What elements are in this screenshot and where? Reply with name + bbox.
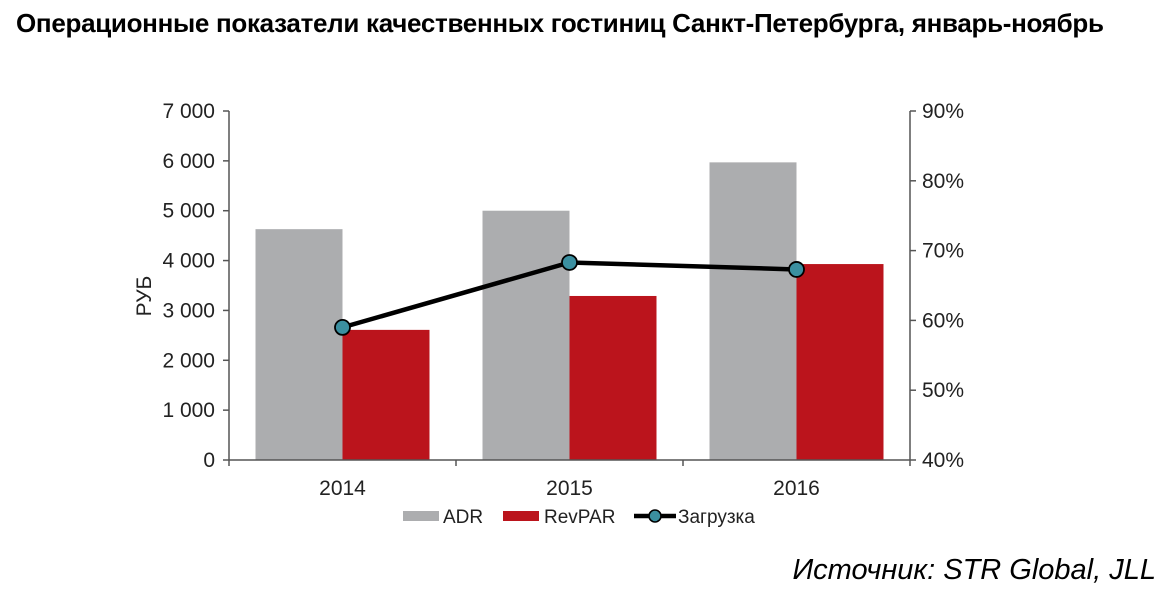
legend: ADR RevPAR Загрузка <box>403 507 755 528</box>
bar-adr-2016 <box>709 162 797 461</box>
y-tick-label-right: 50% <box>922 379 964 402</box>
bar-revpar-2014 <box>342 329 430 460</box>
bar-revpar-2015 <box>569 295 657 460</box>
legend-swatch-revpar <box>503 511 539 521</box>
source-note: Источник: STR Global, JLL <box>792 554 1156 586</box>
occupancy-point-2014 <box>334 318 351 336</box>
legend-swatch-adr <box>403 511 439 521</box>
ticks-layer: 0 1 000 2 000 3 000 4 000 5 000 6 000 7 000 40% 5… <box>162 100 964 500</box>
y-tick-label-left: 7 000 <box>162 100 215 123</box>
occupancy-point-2016 <box>788 261 805 278</box>
y-tick-label-right: 60% <box>922 309 964 332</box>
legend-label-revpar: RevPAR <box>544 507 615 528</box>
y-tick-label-left: 6 000 <box>162 150 215 173</box>
y-tick-label-right: 90% <box>922 100 964 123</box>
legend-label-adr: ADR <box>443 507 483 528</box>
y-tick-label-right: 70% <box>922 240 964 263</box>
bars-layer <box>255 162 884 461</box>
y-tick-label-right: 80% <box>922 170 964 193</box>
y-axis-label: РУБ <box>133 276 156 317</box>
bar-revpar-2016 <box>796 264 884 460</box>
x-tick-label: 2016 <box>773 477 820 500</box>
chart-svg: 0 1 000 2 000 3 000 4 000 5 000 6 000 7 000 40% 5… <box>133 100 964 528</box>
y-tick-label-left: 5 000 <box>162 200 215 223</box>
x-tick-label: 2015 <box>546 477 593 500</box>
legend-label-occupancy: Загрузка <box>678 507 755 528</box>
line-layer <box>334 254 805 336</box>
chart-title: Операционные показатели качественных гос… <box>16 8 1104 38</box>
occupancy-point-2015 <box>561 254 578 271</box>
y-tick-label-left: 2 000 <box>162 349 215 372</box>
legend-marker-occupancy <box>648 509 662 523</box>
y-tick-label-left: 3 000 <box>162 299 215 322</box>
y-tick-label-right: 40% <box>922 449 964 472</box>
y-tick-label-left: 1 000 <box>162 399 215 422</box>
axes-layer <box>223 110 916 466</box>
bar-adr-2014 <box>255 229 343 460</box>
x-tick-label: 2014 <box>319 477 366 500</box>
y-tick-label-left: 4 000 <box>162 250 215 273</box>
y-tick-label-left: 0 <box>203 449 215 472</box>
bar-adr-2015 <box>482 210 570 460</box>
